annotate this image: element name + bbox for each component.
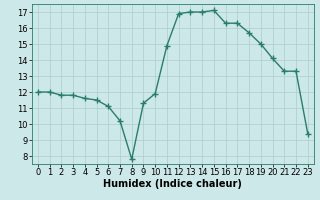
X-axis label: Humidex (Indice chaleur): Humidex (Indice chaleur) — [103, 179, 242, 189]
